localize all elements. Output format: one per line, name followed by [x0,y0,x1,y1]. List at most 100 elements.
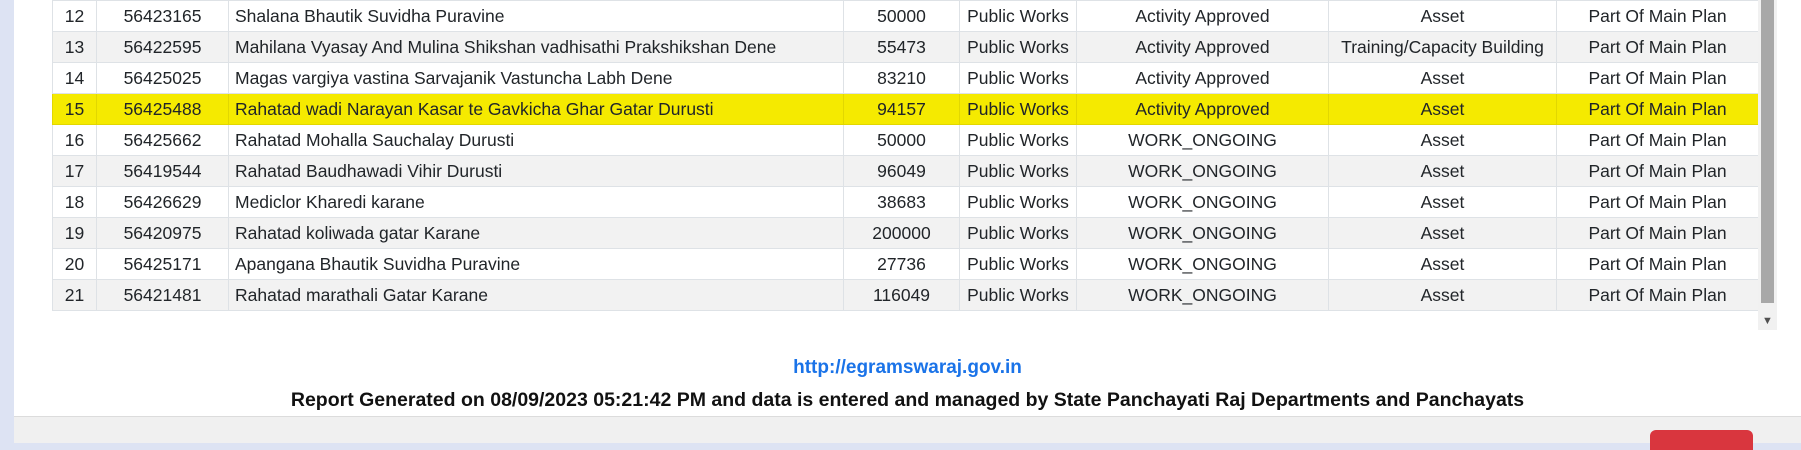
status-cell: Activity Approved [1076,31,1329,63]
scroll-down-arrow-icon[interactable]: ▼ [1762,315,1773,327]
serial-number-cell: 12 [52,0,97,32]
work-name-cell: Rahatad wadi Narayan Kasar te Gavkicha G… [228,93,844,125]
amount-cell: 83210 [843,62,960,94]
table-row: 21 56421481 Rahatad marathali Gatar Karane… [52,279,1758,311]
work-code-cell: 56420975 [96,217,229,249]
amount-cell: 116049 [843,279,960,311]
serial-number-cell: 17 [52,155,97,187]
status-cell: WORK_ONGOING [1076,155,1329,187]
amount-cell: 96049 [843,155,960,187]
amount-cell: 200000 [843,217,960,249]
table-row: 16 56425662 Rahatad Mohalla Sauchalay Duru… [52,124,1758,156]
work-code-cell: 56423165 [96,0,229,32]
plan-cell: Part Of Main Plan [1556,186,1758,218]
category-cell: Public Works [959,0,1077,32]
amount-cell: 27736 [843,248,960,280]
work-code-cell: 56425171 [96,248,229,280]
table-row: 20 56425171 Apangana Bhautik Suvidha Purav… [52,248,1758,280]
status-cell: Activity Approved [1076,93,1329,125]
work-code-cell: 56425488 [96,93,229,125]
amount-cell: 94157 [843,93,960,125]
asset-type-cell: Training/Capacity Building [1328,31,1557,63]
plan-cell: Part Of Main Plan [1556,31,1758,63]
asset-type-cell: Asset [1328,248,1557,280]
work-code-cell: 56426629 [96,186,229,218]
work-name-cell: Rahatad Mohalla Sauchalay Durusti [228,124,844,156]
report-generated-note: Report Generated on 08/09/2023 05:21:42 … [290,389,1525,411]
category-cell: Public Works [959,93,1077,125]
table-row: 13 56422595 Mahilana Vyasay And Mulina Shi… [52,31,1758,63]
table-row: 17 56419544 Rahatad Baudhawadi Vihir Durus… [52,155,1758,187]
work-code-cell: 56419544 [96,155,229,187]
work-code-cell: 56421481 [96,279,229,311]
category-cell: Public Works [959,155,1077,187]
serial-number-cell: 20 [52,248,97,280]
serial-number-cell: 14 [52,62,97,94]
asset-type-cell: Asset [1328,186,1557,218]
amount-cell: 55473 [843,31,960,63]
asset-type-cell: Asset [1328,124,1557,156]
amount-cell: 50000 [843,124,960,156]
category-cell: Public Works [959,248,1077,280]
plan-cell: Part Of Main Plan [1556,124,1758,156]
asset-type-cell: Asset [1328,279,1557,311]
work-code-cell: 56425025 [96,62,229,94]
work-name-cell: Apangana Bhautik Suvidha Puravine [228,248,844,280]
asset-type-cell: Asset [1328,93,1557,125]
table-row: 12 56423165 Shalana Bhautik Suvidha Puravi… [52,0,1758,32]
category-cell: Public Works [959,124,1077,156]
plan-cell: Part Of Main Plan [1556,155,1758,187]
report-table: 12 56423165 Shalana Bhautik Suvidha Puravi… [52,0,1758,311]
work-name-cell: Rahatad marathali Gatar Karane [228,279,844,311]
asset-type-cell: Asset [1328,0,1557,32]
scrollbar-thumb[interactable] [1761,0,1774,303]
category-cell: Public Works [959,31,1077,63]
egramswaraj-link[interactable]: http://egramswaraj.gov.in [793,357,1022,378]
asset-type-cell: Asset [1328,217,1557,249]
plan-cell: Part Of Main Plan [1556,93,1758,125]
work-name-cell: Rahatad Baudhawadi Vihir Durusti [228,155,844,187]
serial-number-cell: 21 [52,279,97,311]
work-name-cell: Mahilana Vyasay And Mulina Shikshan vadh… [228,31,844,63]
serial-number-cell: 19 [52,217,97,249]
status-cell: WORK_ONGOING [1076,279,1329,311]
table-scrollbar[interactable]: ▼ [1758,0,1777,330]
asset-type-cell: Asset [1328,155,1557,187]
work-name-cell: Rahatad koliwada gatar Karane [228,217,844,249]
plan-cell: Part Of Main Plan [1556,217,1758,249]
category-cell: Public Works [959,62,1077,94]
work-name-cell: Magas vargiya vastina Sarvajanik Vastunc… [228,62,844,94]
close-button[interactable] [1650,430,1753,450]
report-panel: 12 56423165 Shalana Bhautik Suvidha Puravi… [14,0,1801,443]
serial-number-cell: 13 [52,31,97,63]
serial-number-cell: 16 [52,124,97,156]
work-code-cell: 56422595 [96,31,229,63]
status-cell: Activity Approved [1076,0,1329,32]
category-cell: Public Works [959,217,1077,249]
status-cell: WORK_ONGOING [1076,124,1329,156]
plan-cell: Part Of Main Plan [1556,0,1758,32]
plan-cell: Part Of Main Plan [1556,62,1758,94]
asset-type-cell: Asset [1328,62,1557,94]
table-row: 18 56426629 Mediclor Kharedi karane 38683 Pu… [52,186,1758,218]
serial-number-cell: 18 [52,186,97,218]
amount-cell: 38683 [843,186,960,218]
status-cell: WORK_ONGOING [1076,217,1329,249]
plan-cell: Part Of Main Plan [1556,279,1758,311]
status-cell: WORK_ONGOING [1076,248,1329,280]
bottom-action-bar [14,416,1801,443]
table-row-highlighted: 15 56425488 Rahatad wadi Narayan Kasar te … [52,93,1758,125]
serial-number-cell: 15 [52,93,97,125]
table-row: 19 56420975 Rahatad koliwada gatar Karane 2… [52,217,1758,249]
report-table-container: 12 56423165 Shalana Bhautik Suvidha Puravi… [52,0,1758,313]
amount-cell: 50000 [843,0,960,32]
category-cell: Public Works [959,186,1077,218]
status-cell: WORK_ONGOING [1076,186,1329,218]
work-name-cell: Mediclor Kharedi karane [228,186,844,218]
plan-cell: Part Of Main Plan [1556,248,1758,280]
category-cell: Public Works [959,279,1077,311]
status-cell: Activity Approved [1076,62,1329,94]
work-name-cell: Shalana Bhautik Suvidha Puravine [228,0,844,32]
work-code-cell: 56425662 [96,124,229,156]
table-row: 14 56425025 Magas vargiya vastina Sarvajan… [52,62,1758,94]
